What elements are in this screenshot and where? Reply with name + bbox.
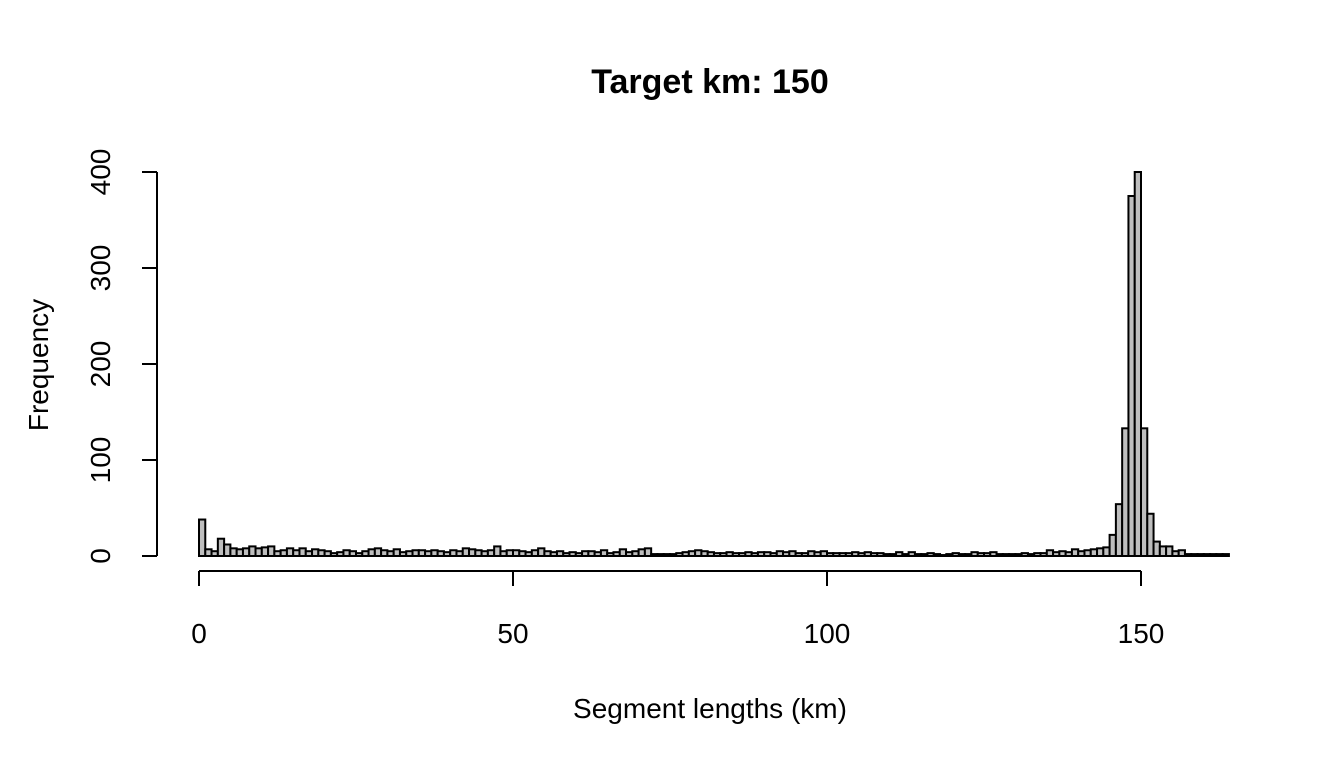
histogram-bar — [1146, 512, 1155, 558]
y-tick-label: 400 — [85, 149, 116, 196]
histogram-bars — [198, 171, 1230, 558]
x-tick-label: 0 — [191, 618, 207, 649]
x-tick-label: 150 — [1118, 618, 1165, 649]
chart-title: Target km: 150 — [591, 63, 828, 101]
histogram-bar — [1140, 427, 1149, 558]
y-tick-label: 200 — [85, 341, 116, 388]
y-tick-label: 300 — [85, 245, 116, 292]
y-axis: 0 100 200 300 400 — [85, 149, 158, 564]
x-tick-label: 50 — [497, 618, 528, 649]
histogram-bar — [198, 518, 207, 558]
histogram-bar — [643, 547, 653, 558]
x-axis-label: Segment lengths (km) — [573, 693, 847, 724]
y-tick-label: 0 — [85, 548, 116, 564]
x-axis: 0 50 100 150 — [191, 570, 1165, 649]
x-tick-label: 100 — [804, 618, 851, 649]
y-tick-label: 100 — [85, 437, 116, 484]
y-axis-label: Frequency — [23, 299, 54, 431]
histogram-bar — [1221, 553, 1230, 558]
histogram-bar — [1133, 171, 1142, 557]
